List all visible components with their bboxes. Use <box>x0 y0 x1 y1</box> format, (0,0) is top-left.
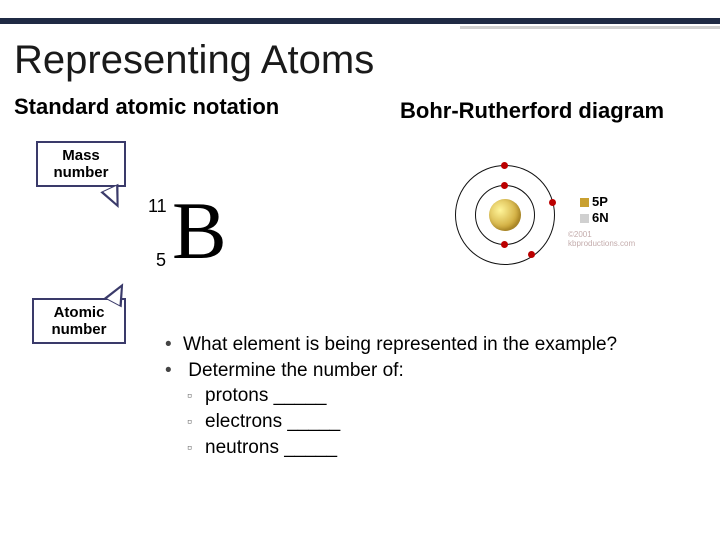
subtitle-standard-notation: Standard atomic notation <box>14 94 279 120</box>
question-1: What element is being represented in the… <box>165 332 645 358</box>
electron <box>501 241 508 248</box>
question-2-text: Determine the number of: <box>188 360 403 381</box>
atomic-number-value: 5 <box>156 250 166 271</box>
nucleus <box>489 199 521 231</box>
sub-protons: protons _____ <box>165 383 645 409</box>
question-2: Determine the number of: <box>165 358 645 384</box>
sub-neutrons: neutrons _____ <box>165 435 645 461</box>
question-list: What element is being represented in the… <box>165 332 645 460</box>
electron <box>528 251 535 258</box>
callout-mass-label: Mass number <box>38 147 124 182</box>
legend-neutrons: 6N <box>592 210 609 225</box>
callout-atomic-number: Atomic number <box>32 298 126 344</box>
nucleus-legend: 5P 6N <box>580 194 609 227</box>
proton-swatch-icon <box>580 198 589 207</box>
callout-atomic-label: Atomic number <box>34 304 124 339</box>
legend-protons: 5P <box>592 194 608 209</box>
electron <box>501 182 508 189</box>
bohr-rutherford-diagram: 5P 6N ©2001 kbproductions.com <box>440 150 650 280</box>
element-symbol: B <box>172 184 227 278</box>
diagram-watermark: ©2001 kbproductions.com <box>568 230 650 248</box>
mass-number-value: 11 <box>148 196 167 217</box>
callout-mass-pointer <box>100 184 127 212</box>
sub-electrons: electrons _____ <box>165 409 645 435</box>
neutron-swatch-icon <box>580 214 589 223</box>
electron <box>501 162 508 169</box>
electron <box>549 199 556 206</box>
top-rule <box>0 18 720 24</box>
subtitle-bohr-rutherford: Bohr-Rutherford diagram <box>400 98 664 124</box>
callout-mass-number: Mass number <box>36 141 126 187</box>
page-title: Representing Atoms <box>14 38 374 83</box>
